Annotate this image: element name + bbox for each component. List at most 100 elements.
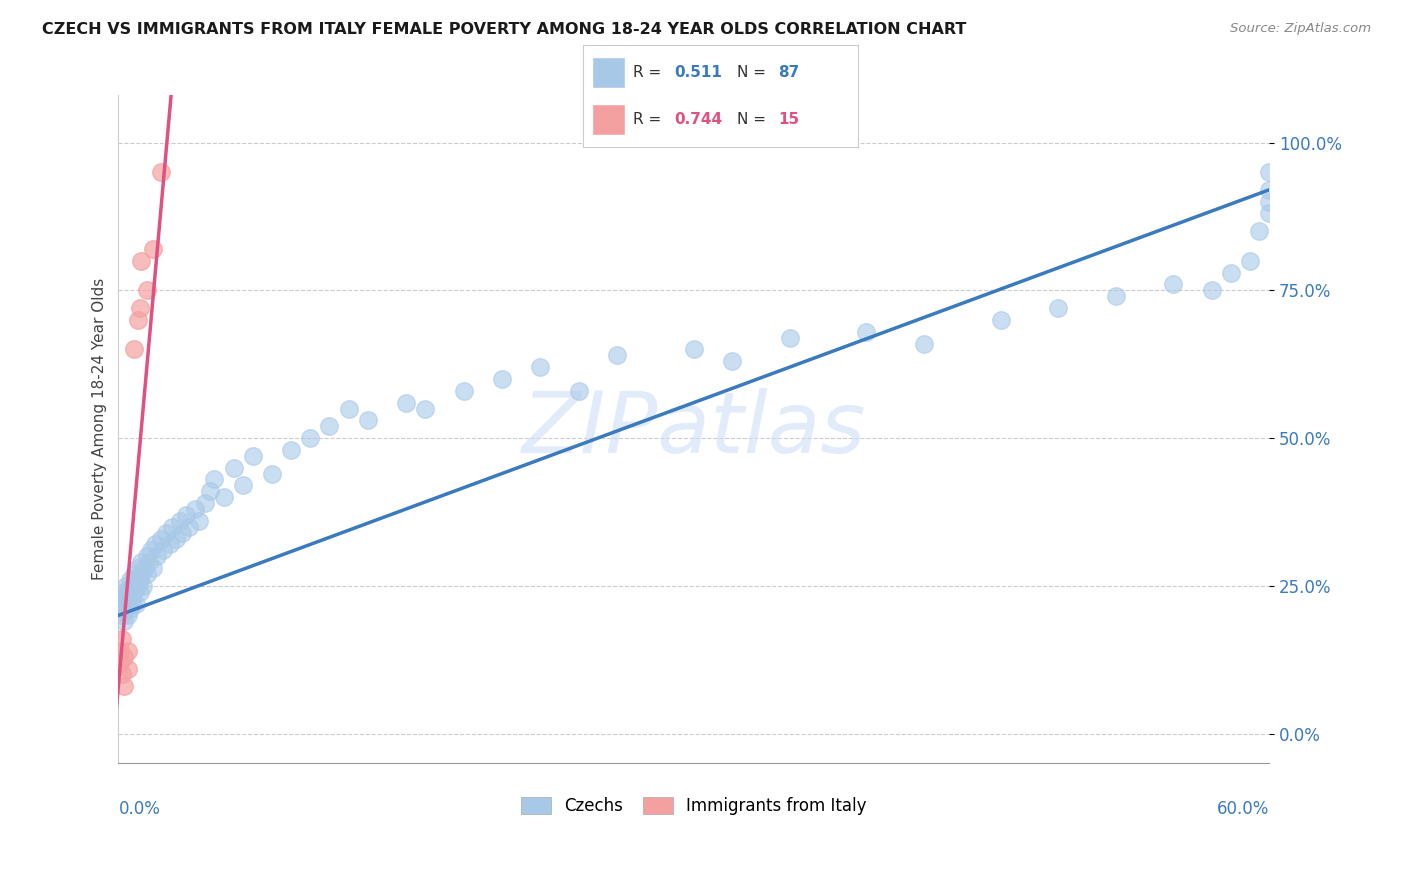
Point [111,608,134,623]
Text: Source: ZipAtlas.com: Source: ZipAtlas.com [1230,22,1371,36]
Point [232,478,254,492]
Point [222,460,245,475]
Text: 87: 87 [778,65,800,79]
Point [606,348,628,362]
Text: CZECH VS IMMIGRANTS FROM ITALY FEMALE POVERTY AMONG 18-24 YEAR OLDS CORRELATION : CZECH VS IMMIGRANTS FROM ITALY FEMALE PO… [42,22,966,37]
Point [122,584,145,599]
Point [318,419,340,434]
Text: R =: R = [633,65,666,79]
Point [132,579,155,593]
Point [200,484,222,499]
Point [1258,183,1281,197]
Point [1219,266,1241,280]
Point [122,343,145,357]
Point [337,401,360,416]
Point [127,579,149,593]
Text: 0.0%: 0.0% [118,800,160,818]
Point [357,413,380,427]
Point [1249,224,1271,238]
Text: ZIPatlas: ZIPatlas [522,388,866,471]
Point [990,313,1012,327]
Text: N =: N = [737,65,770,79]
Point [855,325,877,339]
Point [1239,253,1261,268]
Point [110,656,132,670]
Point [115,591,138,605]
Point [142,242,165,256]
Point [117,584,139,599]
Point [184,502,207,516]
Point [118,591,141,605]
Point [128,301,150,315]
Point [143,537,166,551]
Point [112,597,135,611]
Point [134,561,156,575]
Point [111,632,134,646]
Point [202,472,225,486]
Point [912,336,935,351]
Text: N =: N = [737,112,770,127]
Point [159,537,181,551]
Point [779,330,801,344]
Point [1258,206,1281,220]
Point [111,602,134,616]
Point [117,597,139,611]
Point [136,567,159,582]
Point [413,401,436,416]
Point [127,561,149,575]
Point [118,602,141,616]
Point [117,662,139,676]
Text: 15: 15 [778,112,799,127]
Legend: Czechs, Immigrants from Italy: Czechs, Immigrants from Italy [515,790,873,822]
Point [529,360,551,375]
Point [112,679,135,693]
Point [110,644,132,658]
Point [111,667,134,681]
Point [721,354,744,368]
Point [136,283,159,297]
Point [117,644,139,658]
Point [115,602,138,616]
Point [149,165,172,179]
Text: 0.511: 0.511 [673,65,721,79]
Point [280,442,302,457]
Point [160,519,183,533]
Point [115,579,138,593]
Bar [592,104,624,135]
Point [155,525,177,540]
Point [1258,165,1281,179]
Point [682,343,704,357]
Point [165,532,187,546]
Point [170,525,193,540]
Point [128,584,150,599]
Point [568,384,591,398]
Text: R =: R = [633,112,666,127]
Point [491,372,513,386]
Text: 0.744: 0.744 [673,112,723,127]
Point [131,555,153,569]
Text: 60.0%: 60.0% [1216,800,1270,818]
Point [1104,289,1126,303]
Point [152,543,174,558]
Point [169,514,191,528]
Point [112,584,135,599]
Point [1258,194,1281,209]
Point [242,449,264,463]
Point [179,519,201,533]
Point [136,549,159,564]
Point [1047,301,1070,315]
Y-axis label: Female Poverty Among 18-24 Year Olds: Female Poverty Among 18-24 Year Olds [93,278,107,581]
Point [138,555,160,569]
Point [131,253,153,268]
Point [194,496,217,510]
Point [122,567,145,582]
Point [128,573,150,587]
Point [188,514,211,528]
Point [117,608,139,623]
Point [112,649,135,664]
Point [174,508,197,522]
Point [146,549,169,564]
Point [212,490,235,504]
Point [127,313,149,327]
Point [1201,283,1223,297]
